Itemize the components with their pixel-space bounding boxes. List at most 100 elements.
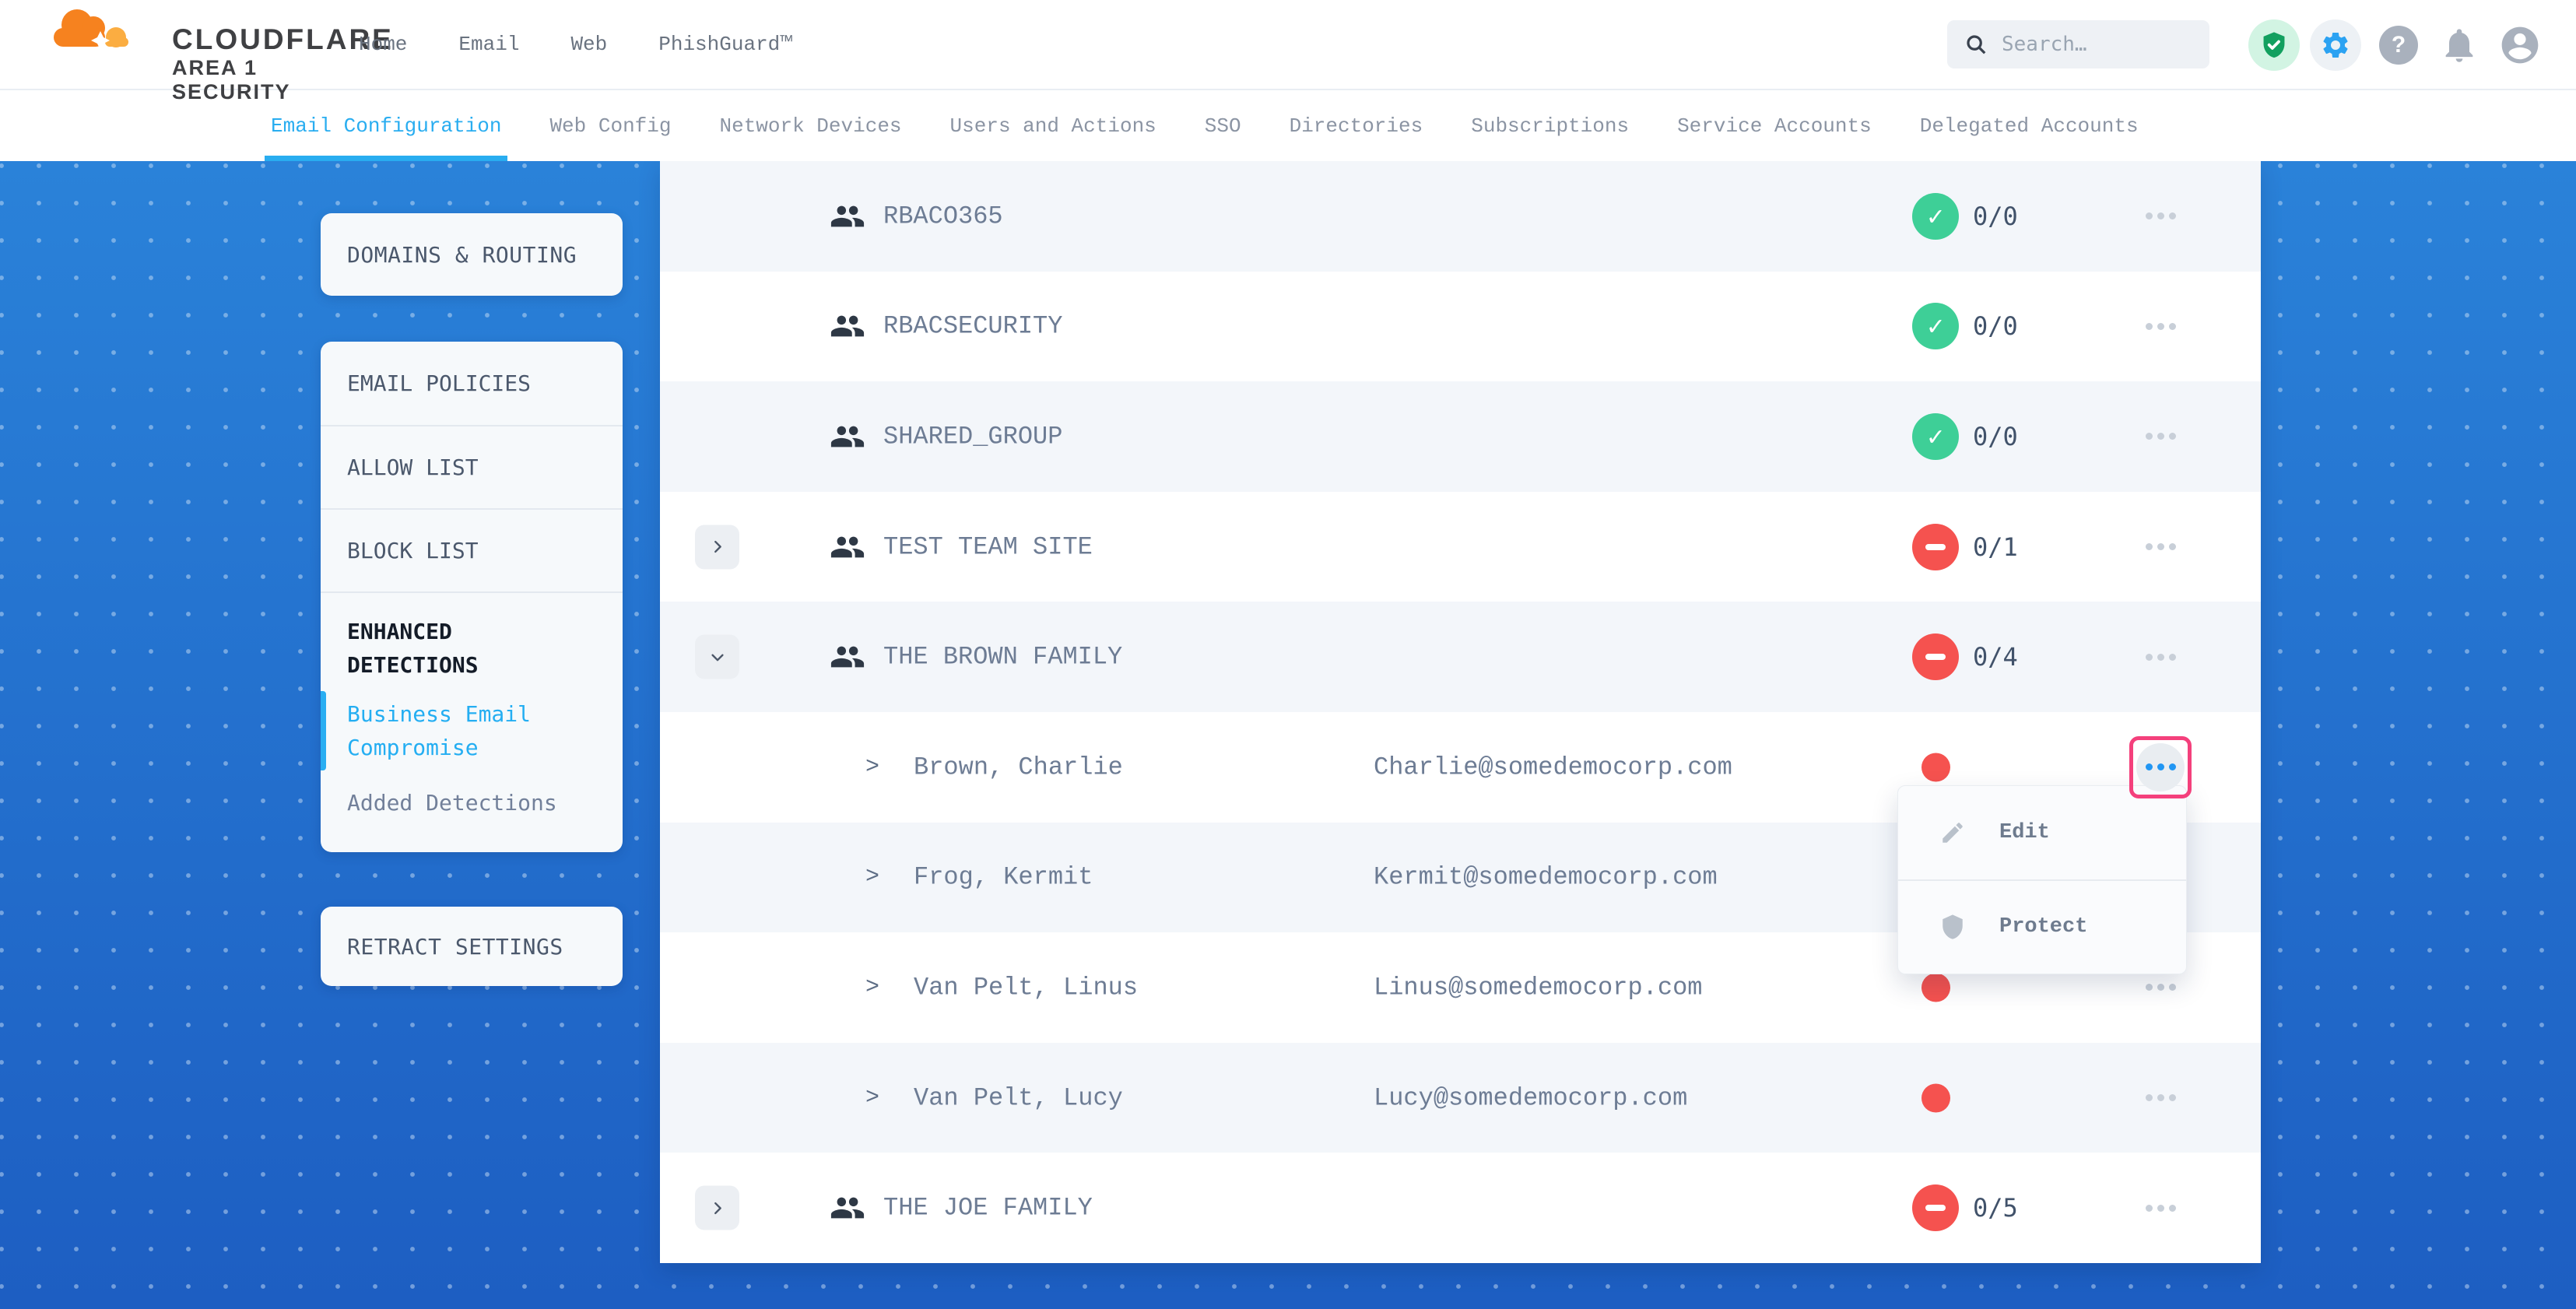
- status-badge-protected: [1912, 412, 1959, 460]
- row-context-menu: Edit Protect: [1897, 785, 2187, 974]
- menu-item-protect[interactable]: Protect: [1898, 879, 2186, 973]
- expand-toggle[interactable]: [695, 525, 739, 570]
- member-chevron-icon: >: [865, 753, 880, 781]
- account-avatar-icon[interactable]: [2497, 23, 2543, 68]
- table-row-rbacsecurity[interactable]: RBACSECURITY 0/0: [660, 271, 2261, 382]
- groups-table: RBACO365 0/0 RBACSECURITY 0/0 SHARED_GRO…: [660, 161, 2261, 1263]
- group-icon: [830, 419, 865, 454]
- group-name: THE JOE FAMILY: [883, 1193, 1093, 1223]
- section-tabbar: Email Configuration Web Config Network D…: [0, 90, 2576, 161]
- tab-users-and-actions[interactable]: Users and Actions: [949, 114, 1156, 138]
- settings-gear-icon[interactable]: [2310, 19, 2361, 71]
- member-email: Linus@somedemocorp.com: [1374, 973, 1703, 1002]
- table-row-rbaco365[interactable]: RBACO365 0/0: [660, 161, 2261, 272]
- kebab-icon-active: [2136, 742, 2185, 791]
- sidebar-card-domains-routing[interactable]: DOMAINS & ROUTING: [321, 213, 623, 296]
- tab-sso[interactable]: SSO: [1204, 114, 1241, 138]
- sidebar-item-domains-routing[interactable]: DOMAINS & ROUTING: [347, 241, 577, 268]
- cloudflare-logo[interactable]: CLOUDFLARE AREA 1 SECURITY: [49, 5, 391, 104]
- menu-item-edit[interactable]: Edit: [1898, 786, 2186, 879]
- member-email: Lucy@somedemocorp.com: [1374, 1083, 1688, 1113]
- top-navigation: Home Email Web PhishGuard™: [359, 0, 792, 89]
- cloudflare-cloud-icon: [54, 9, 128, 50]
- member-name: Frog, Kermit: [914, 862, 1093, 892]
- protected-count: 0/0: [1973, 201, 2018, 231]
- protected-count: 0/0: [1973, 311, 2018, 342]
- group-icon: [830, 639, 865, 675]
- member-email: Charlie@somedemocorp.com: [1374, 753, 1732, 782]
- tab-network-devices[interactable]: Network Devices: [719, 114, 902, 138]
- table-row-the-joe-family[interactable]: THE JOE FAMILY 0/5: [660, 1153, 2261, 1263]
- status-badge-unprotected: [1912, 523, 1959, 570]
- nav-item-email[interactable]: Email: [458, 33, 520, 56]
- tab-email-configuration[interactable]: Email Configuration: [264, 90, 508, 161]
- sidebar-section-enhanced-detections: ENHANCED DETECTIONS: [321, 591, 623, 686]
- status-dot-unprotected: [1921, 753, 1950, 782]
- menu-item-label: Edit: [1999, 821, 2050, 844]
- search-icon: [1967, 35, 1986, 54]
- row-menu-button[interactable]: [2139, 635, 2182, 679]
- group-name: SHARED_GROUP: [883, 422, 1063, 451]
- menu-item-label: Protect: [1999, 915, 2088, 939]
- row-menu-button[interactable]: [2139, 525, 2182, 569]
- tab-directories[interactable]: Directories: [1289, 114, 1423, 138]
- group-name: RBACO365: [883, 202, 1003, 231]
- brand-name: CLOUDFLARE: [172, 23, 394, 55]
- sidebar-item-retract-settings[interactable]: RETRACT SETTINGS: [347, 933, 563, 960]
- sidebar-item-allow-list[interactable]: ALLOW LIST: [321, 425, 623, 508]
- notifications-bell-icon[interactable]: [2437, 23, 2482, 68]
- row-menu-button[interactable]: [2139, 195, 2182, 238]
- sidebar-item-business-email-compromise[interactable]: Business Email Compromise: [321, 686, 623, 775]
- group-name: THE BROWN FAMILY: [883, 642, 1123, 672]
- row-menu-button[interactable]: [2139, 304, 2182, 348]
- table-row-the-brown-family[interactable]: THE BROWN FAMILY 0/4: [660, 602, 2261, 712]
- row-menu-button-active[interactable]: [2129, 735, 2192, 798]
- nav-item-web[interactable]: Web: [570, 33, 608, 56]
- protected-count: 0/1: [1973, 532, 2018, 562]
- status-badge-unprotected: [1912, 633, 1959, 681]
- group-name: TEST TEAM SITE: [883, 532, 1093, 562]
- table-row-test-team-site[interactable]: TEST TEAM SITE 0/1: [660, 491, 2261, 602]
- row-menu-button[interactable]: [2139, 1186, 2182, 1230]
- expand-toggle[interactable]: [695, 1185, 739, 1230]
- help-glyph: ?: [2391, 32, 2406, 58]
- protection-status-icon[interactable]: [2248, 19, 2300, 71]
- row-menu-button[interactable]: [2139, 966, 2182, 1009]
- expand-toggle[interactable]: [695, 634, 739, 679]
- shield-icon: [1939, 913, 1967, 941]
- pencil-icon: [1939, 819, 1967, 847]
- status-dot-unprotected: [1921, 973, 1950, 1002]
- sidebar-card-retract-settings[interactable]: RETRACT SETTINGS: [321, 907, 623, 986]
- protected-count: 0/4: [1973, 642, 2018, 672]
- help-icon[interactable]: ?: [2379, 26, 2418, 65]
- sidebar-card-email-policies: EMAIL POLICIES ALLOW LIST BLOCK LIST ENH…: [321, 342, 623, 852]
- nav-item-phishguard[interactable]: PhishGuard™: [658, 33, 792, 56]
- nav-item-home[interactable]: Home: [359, 33, 408, 56]
- group-icon: [830, 529, 865, 565]
- search-input[interactable]: [2000, 32, 2190, 57]
- brand-subtitle: AREA 1 SECURITY: [172, 56, 291, 104]
- sidebar-item-email-policies[interactable]: EMAIL POLICIES: [347, 370, 532, 396]
- sidebar-item-block-list[interactable]: BLOCK LIST: [321, 508, 623, 591]
- sidebar-item-added-detections[interactable]: Added Detections: [347, 790, 557, 816]
- tab-service-accounts[interactable]: Service Accounts: [1677, 114, 1872, 138]
- protected-count: 0/0: [1973, 421, 2018, 451]
- group-icon: [830, 308, 865, 344]
- row-menu-button[interactable]: [2139, 415, 2182, 458]
- table-row-shared-group[interactable]: SHARED_GROUP 0/0: [660, 381, 2261, 492]
- status-badge-protected: [1912, 303, 1959, 350]
- tab-subscriptions[interactable]: Subscriptions: [1471, 114, 1630, 138]
- status-dot-unprotected: [1921, 1083, 1950, 1113]
- table-row-van-pelt-lucy[interactable]: > Van Pelt, Lucy Lucy@somedemocorp.com: [660, 1042, 2261, 1153]
- protected-count: 0/5: [1973, 1193, 2018, 1223]
- member-chevron-icon: >: [865, 974, 880, 1001]
- search-box[interactable]: [1947, 20, 2209, 68]
- row-menu-button[interactable]: [2139, 1076, 2182, 1120]
- group-name: RBACSECURITY: [883, 311, 1063, 341]
- tab-web-config[interactable]: Web Config: [549, 114, 672, 138]
- member-chevron-icon: >: [865, 864, 880, 891]
- tab-delegated-accounts[interactable]: Delegated Accounts: [1919, 114, 2139, 138]
- status-badge-protected: [1912, 192, 1959, 240]
- status-badge-unprotected: [1912, 1184, 1959, 1232]
